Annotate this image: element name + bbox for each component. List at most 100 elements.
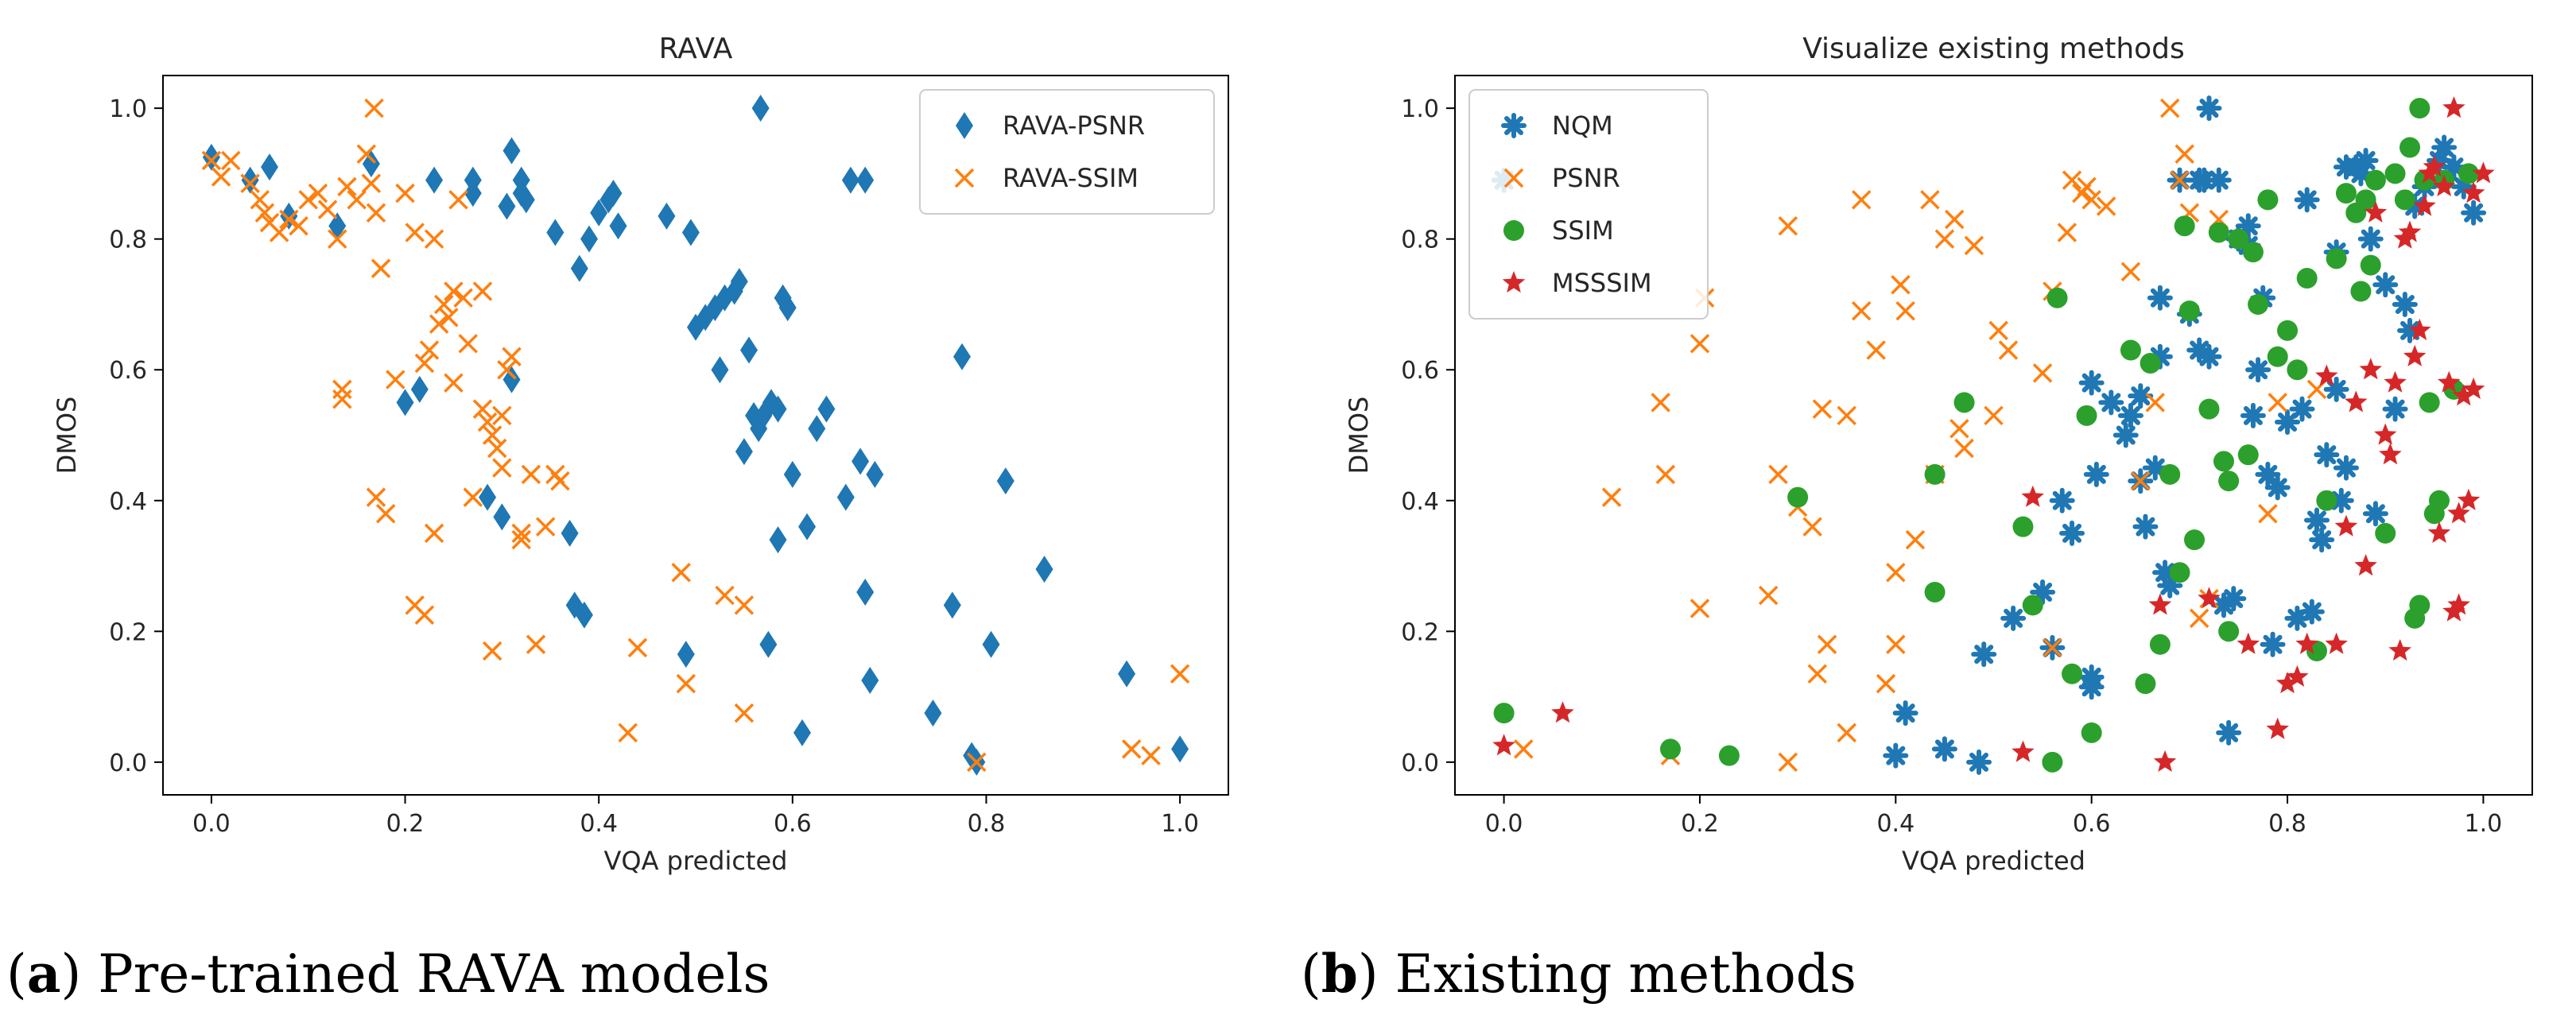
legend: RAVA-PSNR RAVA-SSIM	[919, 89, 1215, 215]
legend-label: NQM	[1552, 110, 1613, 141]
data-point	[424, 229, 444, 249]
data-point	[492, 458, 512, 478]
data-point	[317, 200, 338, 219]
data-point	[2375, 522, 2396, 544]
data-point	[2046, 287, 2068, 308]
data-point	[1964, 235, 1984, 256]
data-point	[2258, 503, 2278, 524]
data-point	[2112, 422, 2139, 448]
x-tick-label: 0.4	[580, 810, 618, 838]
data-point	[2145, 393, 2165, 413]
data-point	[2237, 444, 2259, 466]
data-point	[453, 288, 473, 308]
data-point	[2286, 664, 2309, 687]
data-point	[580, 225, 598, 253]
data-point	[2304, 507, 2330, 533]
data-point	[375, 503, 396, 524]
data-point	[769, 526, 787, 554]
data-point	[2284, 605, 2310, 631]
data-point	[2198, 398, 2220, 420]
data-point	[677, 641, 695, 668]
data-point	[1966, 749, 1992, 775]
data-point	[2189, 608, 2209, 629]
x-tick-label: 0.6	[774, 810, 812, 838]
legend-box	[1468, 89, 1709, 320]
data-point	[535, 517, 556, 537]
data-point	[1817, 634, 1837, 655]
data-point	[2213, 451, 2234, 472]
data-point	[627, 637, 648, 658]
data-point	[1170, 664, 1190, 684]
data-point	[2266, 717, 2289, 739]
data-point	[362, 150, 380, 178]
data-point	[1141, 746, 1161, 765]
data-point	[1876, 673, 1896, 694]
data-point	[2140, 353, 2161, 374]
data-point	[1953, 392, 1975, 413]
data-point	[2408, 318, 2431, 340]
data-point	[410, 375, 429, 403]
data-point	[1118, 660, 1136, 688]
legend-marker	[1501, 113, 1527, 138]
data-point	[2353, 147, 2379, 173]
data-point	[463, 487, 483, 507]
data-point	[604, 180, 623, 207]
data-point	[618, 723, 638, 743]
data-point	[396, 389, 414, 417]
data-point	[2275, 409, 2301, 436]
data-point	[2394, 189, 2415, 211]
data-point	[2362, 501, 2388, 527]
data-point	[2398, 220, 2422, 242]
data-point	[2030, 579, 2056, 605]
data-point	[1651, 393, 1670, 413]
y-tick-label: 0.8	[1401, 227, 1439, 254]
data-point	[364, 98, 384, 118]
legend-label: RAVA-SSIM	[1003, 163, 1139, 193]
data-point	[943, 591, 961, 619]
data-point	[2196, 95, 2222, 122]
data-point	[2042, 751, 2063, 773]
data-point	[1492, 734, 1515, 756]
data-point	[502, 366, 521, 393]
data-point	[715, 585, 735, 606]
data-point	[2157, 572, 2183, 599]
legend-label: SSIM	[1552, 215, 1614, 246]
data-point	[2210, 592, 2237, 618]
data-point	[2442, 96, 2465, 118]
data-point	[2374, 423, 2397, 445]
data-point	[711, 356, 729, 384]
data-point	[2132, 513, 2159, 540]
data-point	[497, 359, 517, 380]
data-point	[2153, 750, 2177, 772]
data-point	[2059, 520, 2085, 546]
figure-caption: (a) Pre-trained RAVA models	[6, 943, 770, 1005]
data-point	[2148, 593, 2172, 615]
data-point	[328, 229, 347, 249]
x-tick-label: 0.2	[386, 810, 425, 838]
data-point	[2221, 586, 2247, 612]
data-point	[751, 95, 770, 122]
data-point	[1690, 334, 1710, 354]
legend-marker	[1503, 168, 1524, 188]
data-point	[856, 578, 875, 606]
data-point	[1768, 464, 1788, 485]
data-point	[1802, 517, 1822, 537]
data-point	[2462, 377, 2485, 399]
data-point	[1655, 464, 1676, 485]
data-point	[1121, 739, 1142, 759]
chart-panel-b: Visualize existing methods 0.0 0.2 0.4 0.6 0.…	[1301, 33, 2533, 1005]
data-point	[250, 190, 270, 210]
data-point	[2237, 632, 2260, 654]
data-point	[2149, 633, 2171, 655]
data-point	[798, 513, 817, 540]
data-point	[502, 347, 522, 367]
legend-label: PSNR	[1552, 163, 1620, 193]
x-tick-label: 0.0	[192, 810, 231, 838]
series-rava-ssim	[201, 98, 1190, 773]
data-point	[1551, 701, 1574, 723]
data-point	[211, 167, 231, 187]
data-point	[511, 529, 531, 550]
data-point	[1971, 641, 1997, 668]
data-point	[419, 340, 440, 360]
data-point	[2388, 639, 2411, 661]
